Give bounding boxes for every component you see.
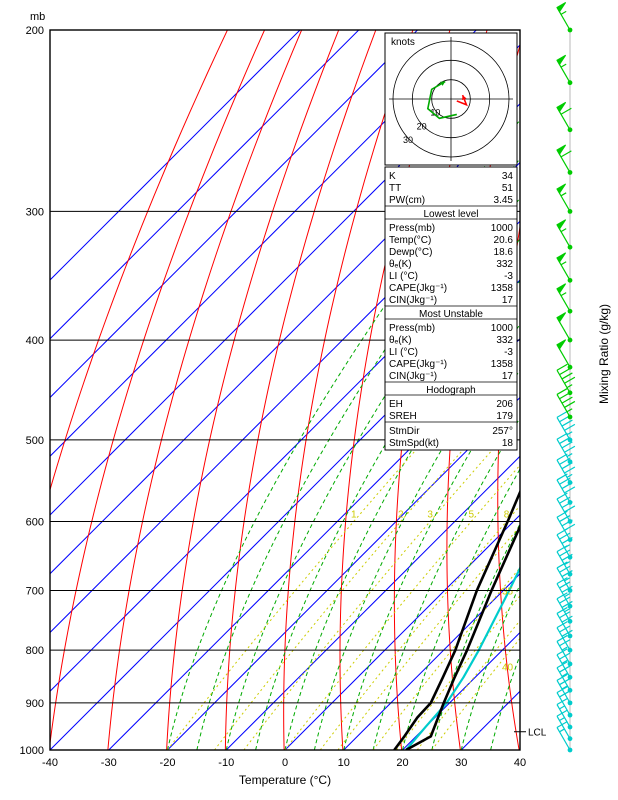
svg-text:2: 2 bbox=[398, 509, 404, 520]
svg-text:EH: EH bbox=[389, 399, 403, 410]
svg-text:40: 40 bbox=[514, 757, 526, 769]
svg-text:-40: -40 bbox=[42, 757, 58, 769]
skewt-svg: 1235835401000900800700600500400300200LCL… bbox=[0, 0, 618, 800]
svg-text:257°: 257° bbox=[492, 426, 513, 437]
svg-text:CIN(Jkg⁻¹): CIN(Jkg⁻¹) bbox=[389, 295, 437, 306]
svg-text:10: 10 bbox=[338, 757, 350, 769]
svg-text:Hodograph: Hodograph bbox=[426, 385, 475, 396]
svg-text:500: 500 bbox=[26, 435, 44, 447]
svg-text:17: 17 bbox=[502, 295, 514, 306]
svg-text:mb: mb bbox=[30, 11, 45, 23]
svg-text:0: 0 bbox=[282, 757, 288, 769]
svg-text:17: 17 bbox=[502, 371, 514, 382]
svg-text:-3: -3 bbox=[504, 347, 513, 358]
svg-text:Temp(°C): Temp(°C) bbox=[389, 235, 431, 246]
svg-text:30: 30 bbox=[403, 135, 413, 145]
svg-text:LCL: LCL bbox=[528, 728, 547, 739]
svg-text:LI (°C): LI (°C) bbox=[389, 271, 418, 282]
svg-text:1000: 1000 bbox=[491, 323, 514, 334]
svg-text:1: 1 bbox=[351, 509, 357, 520]
svg-text:20.6: 20.6 bbox=[494, 235, 514, 246]
svg-text:Most Unstable: Most Unstable bbox=[419, 309, 483, 320]
svg-text:K: K bbox=[389, 171, 396, 182]
svg-text:1000: 1000 bbox=[491, 223, 514, 234]
svg-text:θₑ(K): θₑ(K) bbox=[389, 335, 412, 346]
svg-text:CAPE(Jkg⁻¹): CAPE(Jkg⁻¹) bbox=[389, 283, 447, 294]
svg-text:200: 200 bbox=[26, 25, 44, 37]
svg-text:-30: -30 bbox=[101, 757, 117, 769]
svg-text:knots: knots bbox=[391, 37, 415, 48]
svg-text:18: 18 bbox=[502, 438, 514, 449]
svg-text:Mixing Ratio (g/kg): Mixing Ratio (g/kg) bbox=[597, 304, 611, 404]
svg-text:5: 5 bbox=[468, 509, 474, 520]
svg-text:θₑ(K): θₑ(K) bbox=[389, 259, 412, 270]
svg-text:34: 34 bbox=[502, 171, 514, 182]
svg-text:3.45: 3.45 bbox=[494, 195, 514, 206]
svg-text:Temperature (°C): Temperature (°C) bbox=[239, 773, 331, 787]
svg-text:900: 900 bbox=[26, 698, 44, 710]
svg-text:20: 20 bbox=[396, 757, 408, 769]
svg-text:Dewp(°C): Dewp(°C) bbox=[389, 247, 432, 258]
svg-text:179: 179 bbox=[496, 411, 513, 422]
svg-text:LI (°C): LI (°C) bbox=[389, 347, 418, 358]
svg-text:30: 30 bbox=[455, 757, 467, 769]
skewt-diagram: 1235835401000900800700600500400300200LCL… bbox=[0, 0, 618, 800]
svg-text:Press(mb): Press(mb) bbox=[389, 323, 435, 334]
svg-text:20: 20 bbox=[417, 121, 427, 131]
svg-text:TT: TT bbox=[389, 183, 401, 194]
svg-text:StmSpd(kt): StmSpd(kt) bbox=[389, 438, 439, 449]
svg-text:-20: -20 bbox=[160, 757, 176, 769]
svg-text:332: 332 bbox=[496, 335, 513, 346]
svg-text:35: 35 bbox=[502, 586, 514, 597]
svg-text:CIN(Jkg⁻¹): CIN(Jkg⁻¹) bbox=[389, 371, 437, 382]
svg-text:Lowest level: Lowest level bbox=[423, 209, 478, 220]
svg-text:1358: 1358 bbox=[491, 359, 514, 370]
svg-text:SREH: SREH bbox=[389, 411, 417, 422]
svg-text:400: 400 bbox=[26, 335, 44, 347]
svg-text:PW(cm): PW(cm) bbox=[389, 195, 425, 206]
svg-text:StmDir: StmDir bbox=[389, 426, 420, 437]
svg-text:332: 332 bbox=[496, 259, 513, 270]
svg-text:800: 800 bbox=[26, 645, 44, 657]
svg-text:1000: 1000 bbox=[20, 745, 44, 757]
svg-text:3: 3 bbox=[427, 509, 433, 520]
svg-text:300: 300 bbox=[26, 206, 44, 218]
svg-text:40: 40 bbox=[502, 663, 514, 674]
svg-text:1358: 1358 bbox=[491, 283, 514, 294]
svg-text:51: 51 bbox=[502, 183, 514, 194]
svg-text:206: 206 bbox=[496, 399, 513, 410]
svg-text:-10: -10 bbox=[218, 757, 234, 769]
svg-text:Press(mb): Press(mb) bbox=[389, 223, 435, 234]
svg-text:600: 600 bbox=[26, 516, 44, 528]
svg-text:18.6: 18.6 bbox=[494, 247, 514, 258]
svg-text:-3: -3 bbox=[504, 271, 513, 282]
svg-text:CAPE(Jkg⁻¹): CAPE(Jkg⁻¹) bbox=[389, 359, 447, 370]
svg-text:700: 700 bbox=[26, 585, 44, 597]
